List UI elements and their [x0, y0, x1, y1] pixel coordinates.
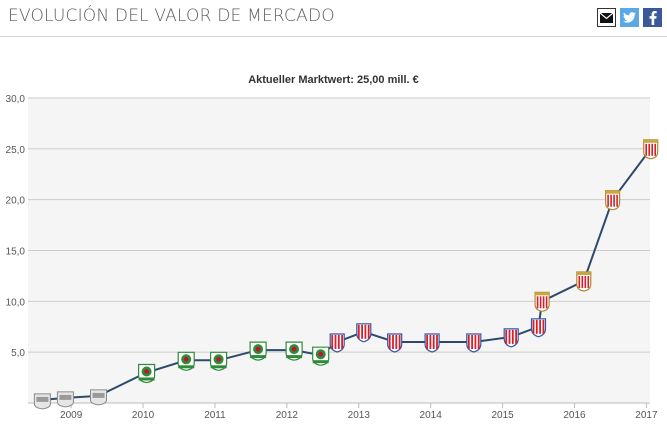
data-point-stoke-crest[interactable] — [356, 323, 372, 343]
data-point-stoke-crest[interactable] — [530, 318, 547, 338]
twitter-icon — [623, 12, 636, 23]
y-tick-label: 5,0 — [11, 348, 25, 359]
facebook-icon — [649, 10, 657, 25]
data-point-stoke-crest[interactable] — [424, 333, 440, 353]
y-tick-label: 15,0 — [6, 247, 26, 258]
x-tick-label: 2015 — [491, 410, 514, 421]
twitter-share-button[interactable] — [620, 8, 639, 27]
mail-share-button[interactable] — [597, 8, 616, 27]
x-tick-label: 2013 — [348, 410, 371, 421]
x-tick-label: 2017 — [635, 410, 658, 421]
data-point-early-crest[interactable] — [56, 391, 74, 408]
data-point-stoke-crest[interactable] — [387, 333, 403, 353]
x-tick-label: 2011 — [204, 410, 226, 421]
data-point-blackburn-crest[interactable] — [138, 363, 156, 384]
x-tick-label: 2016 — [563, 410, 586, 421]
market-value-chart: 30,0 25,0 20,0 15,0 10,0 5,0 2009 2010 2011 2012… — [6, 94, 659, 421]
y-tick-label: 30,0 — [6, 94, 26, 105]
data-point-blackburn-crest[interactable] — [210, 351, 228, 371]
facebook-share-button[interactable] — [643, 8, 662, 27]
data-point-blackburn-crest[interactable] — [285, 341, 303, 361]
x-tick-label: 2009 — [60, 410, 83, 421]
y-tick-label: 25,0 — [6, 145, 26, 156]
data-point-sevilla-crest[interactable] — [576, 271, 592, 292]
data-point-stoke-crest[interactable] — [503, 328, 519, 348]
mail-icon — [600, 12, 613, 23]
data-point-stoke-crest[interactable] — [466, 333, 482, 353]
data-point-sevilla-crest[interactable] — [604, 190, 621, 211]
data-point-sevilla-crest[interactable] — [643, 139, 659, 160]
data-point-blackburn-crest[interactable] — [249, 341, 267, 361]
x-tick-label: 2014 — [420, 410, 443, 421]
data-point-stoke-crest[interactable] — [329, 333, 345, 353]
y-tick-label: 20,0 — [6, 196, 26, 207]
x-tick-label: 2010 — [132, 410, 155, 421]
data-point-early-crest[interactable] — [90, 389, 107, 406]
data-point-early-crest[interactable] — [33, 393, 51, 410]
data-point-blackburn-crest[interactable] — [177, 351, 195, 371]
chart-title: Aktueller Marktwert: 25,00 mill. € — [248, 74, 419, 86]
data-point-blackburn-crest[interactable] — [312, 346, 330, 366]
section-title: EVOLUCIÓN DEL VALOR DE MERCADO — [8, 6, 335, 26]
y-tick-label: 10,0 — [6, 297, 26, 308]
header: EVOLUCIÓN DEL VALOR DE MERCADO — [0, 0, 667, 37]
data-point-sevilla-crest[interactable] — [534, 291, 550, 312]
x-tick-label: 2012 — [276, 410, 299, 421]
